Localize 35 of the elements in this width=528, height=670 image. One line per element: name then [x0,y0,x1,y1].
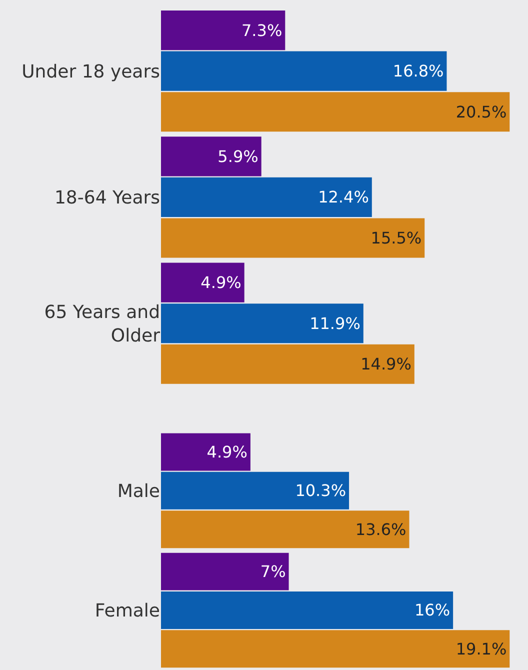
data-label: 15.5% [370,228,422,248]
bar [161,10,286,50]
y-tick-label: 18-64 Years [54,188,160,209]
data-label: 4.9% [200,273,242,292]
bar [161,136,262,176]
bar [161,304,364,344]
bar [161,177,372,217]
data-label: 14.9% [360,354,412,374]
data-label: 12.4% [318,188,369,207]
bar [161,92,510,132]
bar [161,510,410,548]
bar [161,344,414,384]
bar [161,262,244,302]
data-label: 11.9% [310,314,360,333]
bar [161,433,250,471]
data-label: 10.3% [295,481,346,500]
y-tick-label: Male [117,480,160,502]
y-tick-label: Female [94,600,160,622]
data-label: 4.9% [206,442,248,462]
bar [161,591,454,629]
y-tick-label: 65 Years and Older [44,302,161,346]
bar [161,472,350,510]
bar [161,630,510,668]
data-label: 20.5% [456,102,507,122]
data-label: 19.1% [456,639,507,658]
bar [161,218,425,258]
y-tick-label: Under 18 years [22,61,160,82]
data-label: 16.8% [392,62,444,81]
bar [161,552,289,590]
data-label: 13.6% [355,520,406,539]
data-label: 7.3% [241,20,282,40]
data-label: 5.9% [218,146,258,166]
data-label: 16% [414,600,450,620]
data-label: 7% [260,562,286,582]
bar [161,51,447,91]
